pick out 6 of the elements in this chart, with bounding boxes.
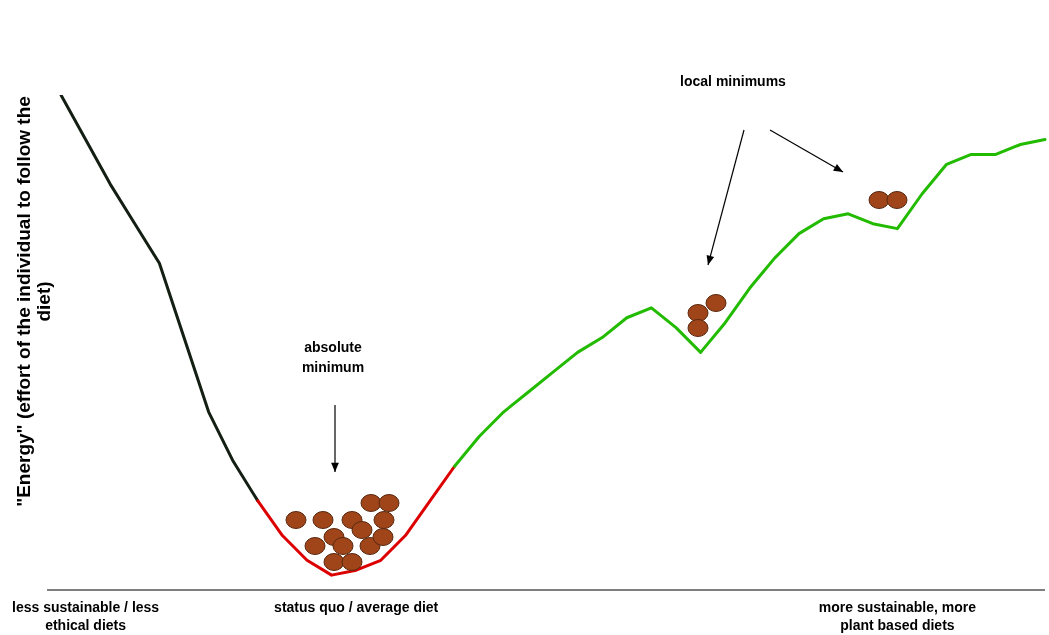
x-tick-label: more sustainable, more plant based diets [818,599,977,633]
annotation: absolute minimum [301,339,365,375]
x-tick-label: status quo / average diet [274,599,439,615]
x-tick-label: less sustainable / less ethical diets [12,599,160,633]
y-axis-title: "Energy" (effort of the individual to follow the diet) [13,96,54,507]
text: local minimums [680,73,787,89]
